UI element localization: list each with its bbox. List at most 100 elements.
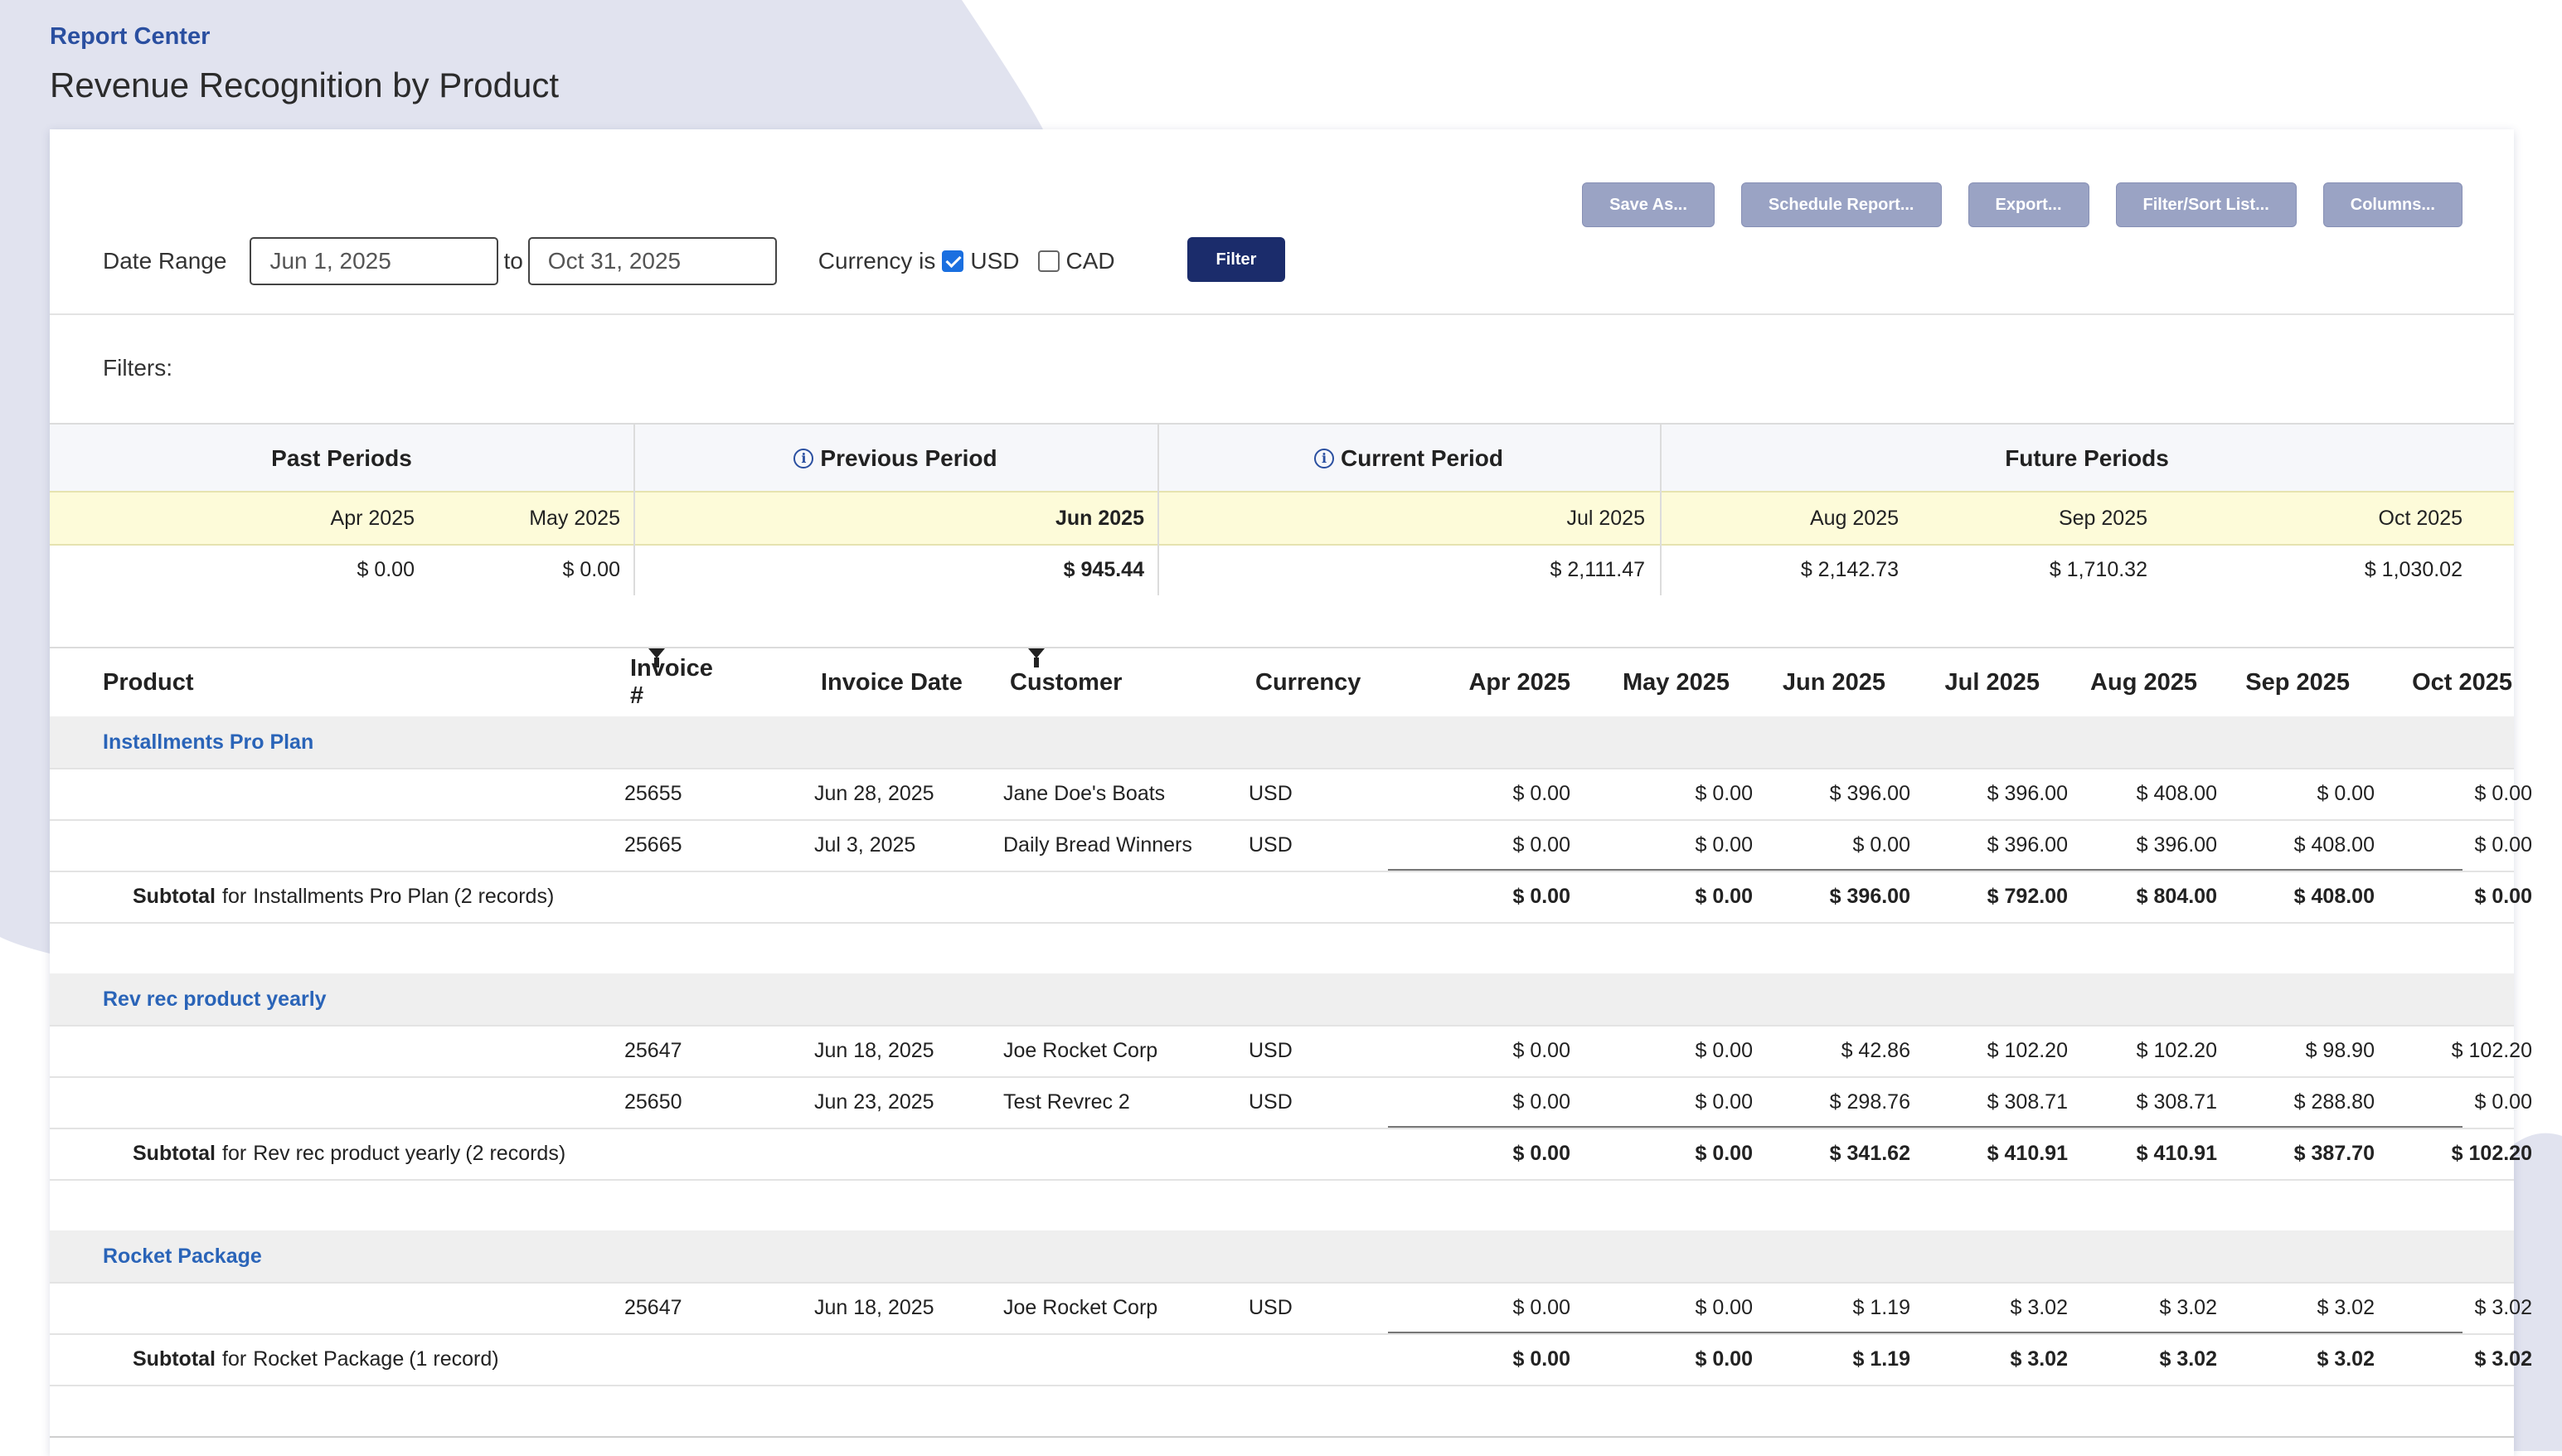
amount-cell: $ 3.02 xyxy=(2317,1295,2375,1319)
amount-cell: $ 0.00 xyxy=(1852,832,1910,857)
export-button[interactable]: Export... xyxy=(1968,182,2089,227)
amount-cell: $ 0.00 xyxy=(2474,1090,2532,1114)
customer-link[interactable]: Daily Bread Winners xyxy=(1003,832,1192,857)
future-periods-label: Future Periods xyxy=(2005,445,2169,471)
cad-label: CAD xyxy=(1065,248,1115,274)
subtotal-amount: $ 410.91 xyxy=(1987,1141,2068,1165)
end-date-input[interactable]: Oct 31, 2025 xyxy=(527,237,777,285)
column-header-month[interactable]: Jul 2025 xyxy=(1944,668,2040,696)
table-row: 25655 Jun 28, 2025 Jane Doe's Boats USD $ 0.… xyxy=(50,768,2532,821)
subtotal-rule xyxy=(1388,869,2463,871)
save-as-button[interactable]: Save As... xyxy=(1582,182,1715,227)
subtotal-record-count: (2 records) xyxy=(465,1141,566,1165)
filter-funnel-icon[interactable] xyxy=(648,648,665,726)
customer-link[interactable]: Joe Rocket Corp xyxy=(1003,1038,1158,1062)
invoice-link[interactable]: 25647 xyxy=(624,1038,682,1062)
schedule-report-button[interactable]: Schedule Report... xyxy=(1740,182,1942,227)
product-group-name[interactable]: Rev rec product yearly xyxy=(103,987,327,1011)
subtotal-product-link[interactable]: Installments Pro Plan xyxy=(253,884,449,908)
invoice-link[interactable]: 25665 xyxy=(624,832,682,857)
column-header-product[interactable]: Product xyxy=(103,668,194,696)
usd-checkbox[interactable] xyxy=(942,250,964,272)
amount-cell: $ 0.00 xyxy=(1695,832,1753,857)
group-spacer xyxy=(50,1385,2514,1438)
subtotal-amount: $ 0.00 xyxy=(1512,884,1570,908)
summary-month: May 2025 xyxy=(529,506,620,530)
subtotal-amount: $ 804.00 xyxy=(2136,884,2217,908)
amount-cell: $ 102.20 xyxy=(2451,1038,2532,1062)
subtotal-amount: $ 0.00 xyxy=(1695,1347,1753,1371)
info-icon[interactable]: i xyxy=(1313,449,1334,468)
filter-funnel-icon[interactable] xyxy=(1028,648,1045,726)
amount-cell: $ 308.71 xyxy=(1987,1090,2068,1114)
amount-cell: $ 396.00 xyxy=(1987,781,2068,805)
column-divider xyxy=(633,423,635,595)
amount-cell: $ 3.02 xyxy=(2159,1295,2217,1319)
date-range-label: Date Range xyxy=(103,248,227,274)
group-spacer xyxy=(50,922,2514,975)
customer-link[interactable]: Jane Doe's Boats xyxy=(1003,781,1166,805)
amount-cell: $ 102.20 xyxy=(2136,1038,2217,1062)
subtotal-product-link[interactable]: Rocket Package xyxy=(253,1347,405,1371)
subtotal-amount: $ 1.19 xyxy=(1852,1347,1910,1371)
subtotal-for: for xyxy=(222,1141,247,1165)
invoice-link[interactable]: 25647 xyxy=(624,1295,682,1319)
columns-button[interactable]: Columns... xyxy=(2322,182,2463,227)
cad-checkbox[interactable] xyxy=(1037,250,1060,272)
customer-link[interactable]: Test Revrec 2 xyxy=(1003,1090,1130,1114)
group-row: Installments Pro Plan xyxy=(50,716,2514,769)
subtotal-amount: $ 341.62 xyxy=(1829,1141,1910,1165)
column-header-month[interactable]: Oct 2025 xyxy=(2412,668,2512,696)
subtotal-amount: $ 387.70 xyxy=(2293,1141,2375,1165)
filter-button[interactable]: Filter xyxy=(1187,237,1285,282)
amount-cell: $ 298.76 xyxy=(1829,1090,1910,1114)
subtotal-prefix: Subtotal xyxy=(133,1141,216,1165)
subtotal-rule xyxy=(1388,1126,2463,1128)
invoice-link[interactable]: 25655 xyxy=(624,781,682,805)
subtotal-amount: $ 0.00 xyxy=(1695,884,1753,908)
to-label: to xyxy=(503,248,523,274)
amount-cell: $ 408.00 xyxy=(2136,781,2217,805)
column-header-label: Customer xyxy=(1010,668,1123,696)
amount-cell: $ 102.20 xyxy=(1987,1038,2068,1062)
previous-period-label: Previous Period xyxy=(820,445,997,471)
product-group-name[interactable]: Installments Pro Plan xyxy=(103,730,314,754)
subtotal-row: Subtotal for Rev rec product yearly (2 reco… xyxy=(50,1128,2532,1181)
subtotal-row: Subtotal for Installments Pro Plan (2 recor… xyxy=(50,871,2532,924)
filter-sort-list-button[interactable]: Filter/Sort List... xyxy=(2115,182,2297,227)
subtotal-amount: $ 0.00 xyxy=(2474,884,2532,908)
current-period-header: i Current Period xyxy=(1157,425,1660,493)
amount-cell: $ 288.80 xyxy=(2293,1090,2375,1114)
subtotal-record-count: (2 records) xyxy=(454,884,555,908)
column-header-month[interactable]: Aug 2025 xyxy=(2090,668,2197,696)
subtotal-label: Subtotal for Rocket Package (1 record) xyxy=(133,1333,499,1385)
column-header-month[interactable]: Jun 2025 xyxy=(1782,668,1885,696)
subtotal-amount: $ 792.00 xyxy=(1987,884,2068,908)
product-group-name[interactable]: Rocket Package xyxy=(103,1244,262,1268)
amount-cell: $ 0.00 xyxy=(2474,781,2532,805)
table-header: Product Invoice # Invoice Date Customer … xyxy=(50,647,2514,718)
breadcrumb[interactable]: Report Center xyxy=(50,23,211,50)
subtotal-product-link[interactable]: Rev rec product yearly xyxy=(253,1141,461,1165)
column-header-invoice-date[interactable]: Invoice Date xyxy=(821,668,963,696)
subtotal-amount: $ 3.02 xyxy=(2474,1347,2532,1371)
usd-label: USD xyxy=(970,248,1020,274)
invoice-link[interactable]: 25650 xyxy=(624,1090,682,1114)
amount-cell: $ 0.00 xyxy=(1695,781,1753,805)
start-date-input[interactable]: Jun 1, 2025 xyxy=(250,237,499,285)
column-header-currency[interactable]: Currency xyxy=(1255,668,1361,696)
column-header-month[interactable]: May 2025 xyxy=(1623,668,1730,696)
column-header-month[interactable]: Sep 2025 xyxy=(2245,668,2350,696)
future-periods-header: Future Periods xyxy=(1660,425,2514,493)
info-icon[interactable]: i xyxy=(793,449,814,468)
column-header-month[interactable]: Apr 2025 xyxy=(1468,668,1570,696)
customer-link[interactable]: Joe Rocket Corp xyxy=(1003,1295,1158,1319)
summary-value: $ 0.00 xyxy=(562,557,620,581)
summary-value: $ 1,710.32 xyxy=(2049,557,2147,581)
table-row: 25647 Jun 18, 2025 Joe Rocket Corp USD $ 0.0… xyxy=(50,1282,2532,1335)
subtotal-amount: $ 102.20 xyxy=(2451,1141,2532,1165)
column-header-label: Invoice # xyxy=(630,655,713,709)
past-periods-header: Past Periods xyxy=(50,425,633,493)
subtotal-prefix: Subtotal xyxy=(133,884,216,908)
